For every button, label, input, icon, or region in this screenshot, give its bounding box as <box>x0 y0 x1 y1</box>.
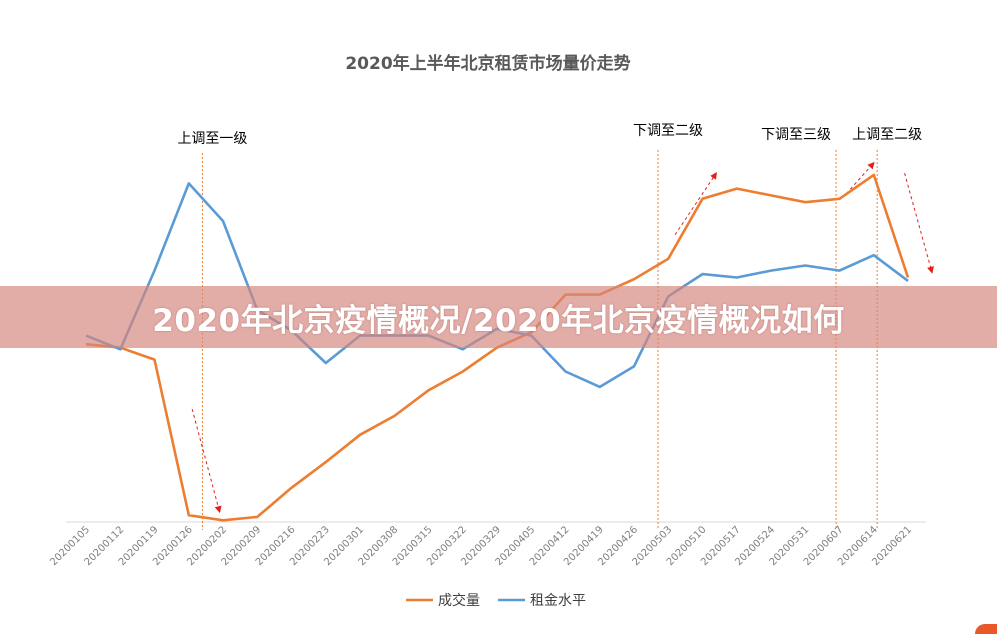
event-label: 下调至二级 <box>633 123 703 139</box>
legend-label: 租金水平 <box>530 593 586 609</box>
headline-text: 2020年北京疫情概况/2020年北京疫情概况如何 <box>152 302 845 339</box>
x-tick-labels: 2020010520200112202001192020012620200202… <box>48 524 914 568</box>
trend-arrows <box>191 161 934 514</box>
trend-arrow <box>674 171 717 235</box>
trend-arrow <box>845 161 875 195</box>
corner-logo-mark <box>975 624 997 634</box>
headline-banner: 2020年北京疫情概况/2020年北京疫情概况如何 <box>0 286 997 348</box>
event-label: 下调至三级 <box>761 127 831 143</box>
event-label: 上调至一级 <box>177 131 247 147</box>
trend-arrow <box>904 173 934 274</box>
legend: 成交量 租金水平 <box>406 592 586 609</box>
event-labels: 上调至一级 下调至二级 下调至三级 上调至二级 <box>177 123 922 147</box>
trend-arrow <box>191 409 222 514</box>
event-label: 上调至二级 <box>852 127 922 143</box>
legend-label: 成交量 <box>438 592 480 609</box>
chart-title: 2020年上半年北京租赁市场量价走势 <box>345 53 630 74</box>
